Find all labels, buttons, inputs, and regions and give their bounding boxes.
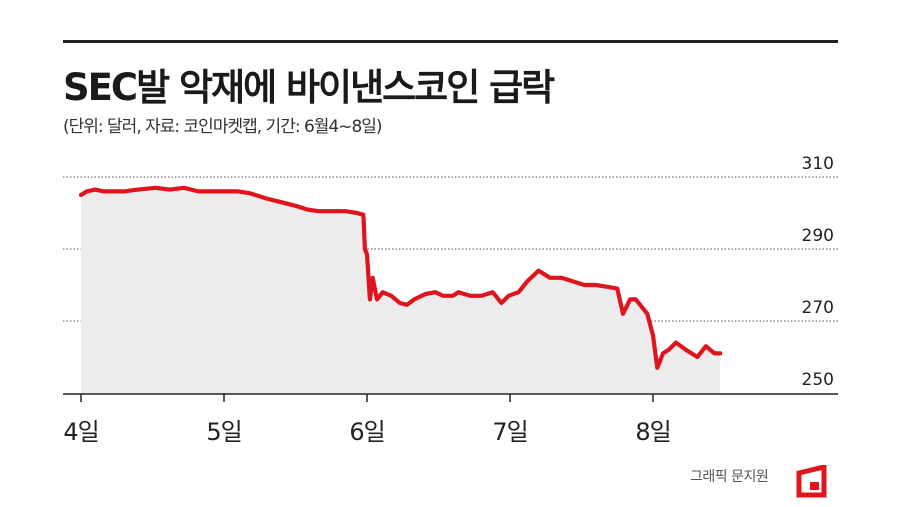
x-tick-label: 7일: [492, 418, 527, 446]
y-tick-label: 250: [802, 370, 834, 390]
chart-title: SEC발 악재에 바이낸스코인 급락: [63, 66, 555, 109]
x-tick-label: 4일: [63, 418, 98, 446]
label-layer: 310 290 270 250 4일 5일 6일 7일 8일: [63, 154, 834, 446]
y-tick-label: 290: [802, 226, 834, 246]
price-line: [78, 185, 723, 370]
y-tick-label: 310: [802, 154, 834, 174]
area-layer: [81, 187, 721, 393]
x-tick-label: 8일: [635, 418, 670, 446]
graphic-credit: 그래픽 문지원: [690, 469, 769, 485]
newspaper-logo-icon: [796, 465, 827, 498]
x-tick-label: 6일: [349, 418, 384, 446]
axis-layer: [63, 393, 838, 402]
line-layer: [78, 185, 723, 370]
price-area: [81, 187, 721, 393]
y-tick-label: 270: [802, 298, 834, 318]
chart-subtitle: (단위: 달러, 자료: 코인마켓캡, 기간: 6월4~8일): [63, 117, 383, 137]
header-rule: [63, 40, 838, 43]
x-tick-label: 5일: [206, 418, 241, 446]
